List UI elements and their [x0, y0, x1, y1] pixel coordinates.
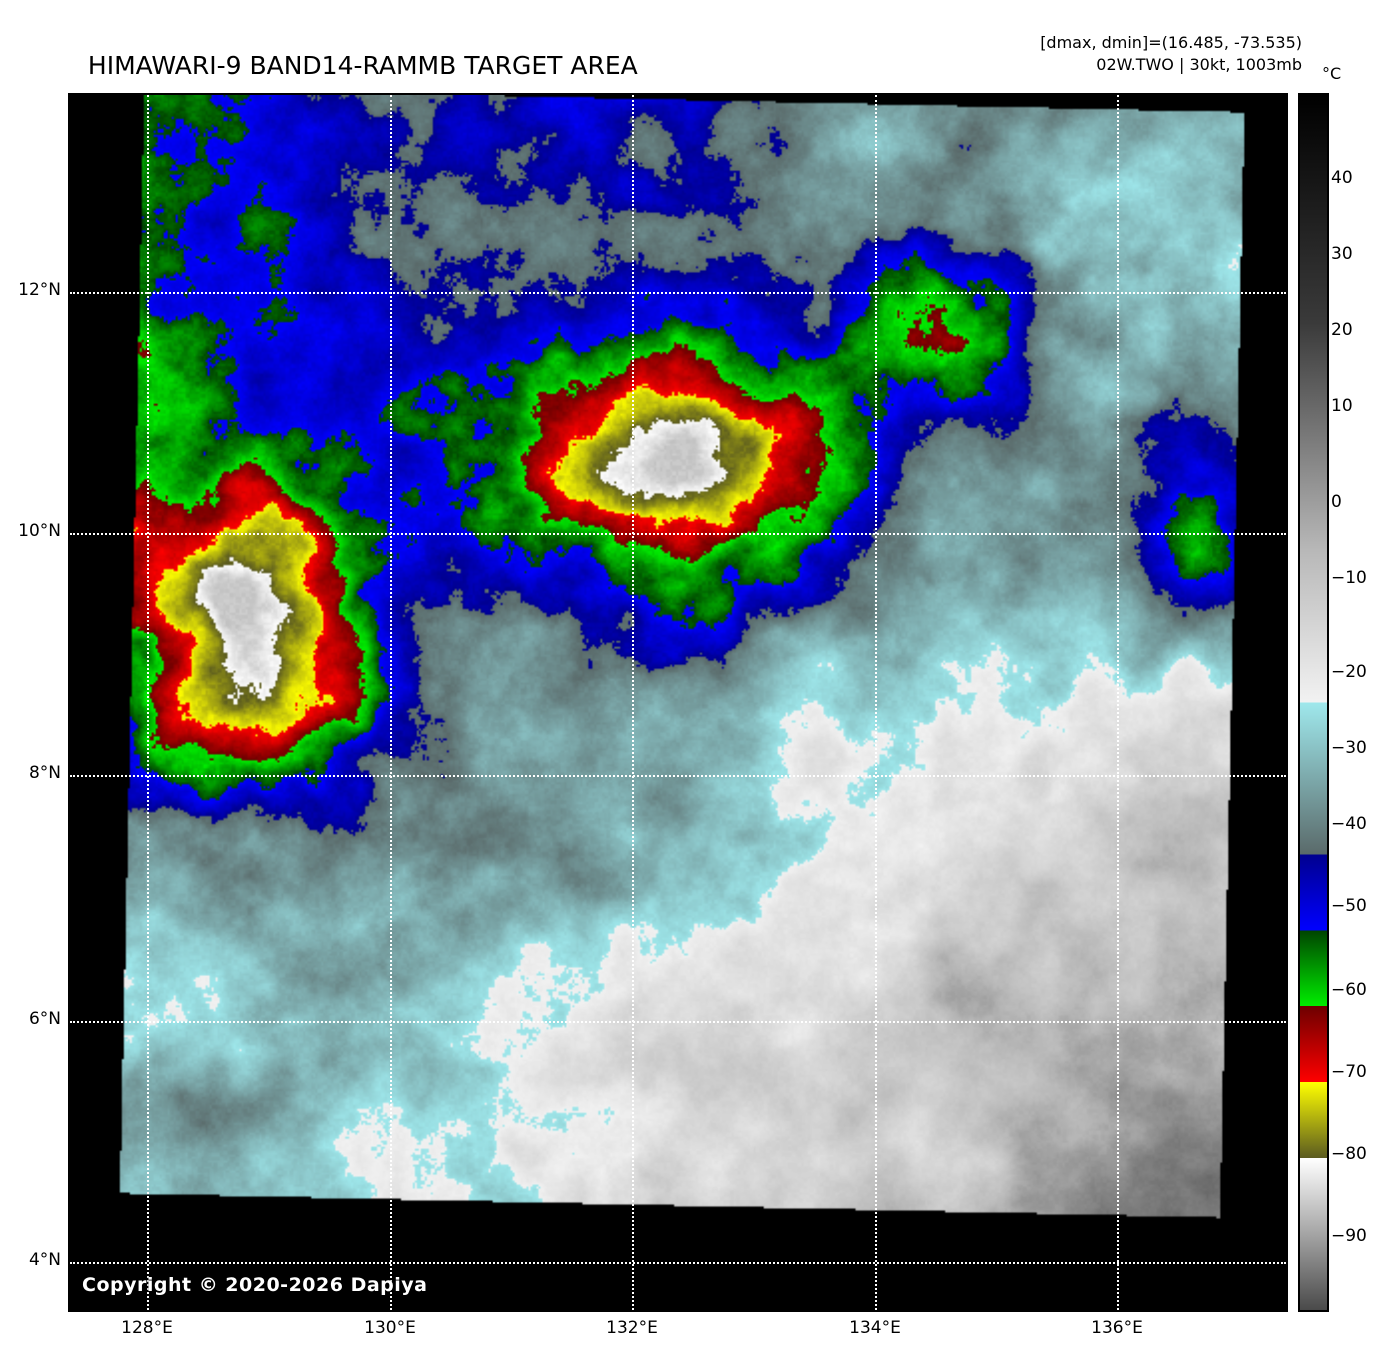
temperature-colorbar[interactable]: [1298, 93, 1329, 1312]
colorbar-gradient: [1300, 95, 1327, 1310]
colorbar-unit-label: °C: [1322, 64, 1342, 83]
colorbar-tick-neg60: −60: [1331, 980, 1367, 1000]
lon-tick-label-130e: 130°E: [364, 1318, 416, 1338]
colorbar-tick-neg90: −90: [1331, 1226, 1367, 1246]
colorbar-tick-neg20: −20: [1331, 662, 1367, 682]
dmax-dmin-readout: [dmax, dmin]=(16.485, -73.535): [1040, 33, 1302, 52]
lon-tick-label-132e: 132°E: [606, 1318, 658, 1338]
lat-tick-label-6n: 6°N: [28, 1009, 61, 1029]
lon-tick-label-134e: 134°E: [849, 1318, 901, 1338]
colorbar-tick-20: 20: [1331, 320, 1353, 340]
colorbar-tick-10: 10: [1331, 396, 1353, 416]
colorbar-tick-neg70: −70: [1331, 1062, 1367, 1082]
lat-tick-label-8n: 8°N: [28, 763, 61, 783]
satellite-image-plot[interactable]: Copyright © 2020-2026 Dapiya: [68, 93, 1288, 1312]
copyright-text: Copyright © 2020-2026 Dapiya: [82, 1274, 428, 1296]
lat-tick-label-12n: 12°N: [18, 280, 61, 300]
colorbar-tick-neg40: −40: [1331, 814, 1367, 834]
colorbar-tick-30: 30: [1331, 244, 1353, 264]
lat-tick-label-10n: 10°N: [18, 521, 61, 541]
colorbar-tick-0: 0: [1331, 492, 1342, 512]
colorbar-tick-neg10: −10: [1331, 568, 1367, 588]
lon-tick-label-128e: 128°E: [121, 1318, 173, 1338]
colorbar-tick-40: 40: [1331, 168, 1353, 188]
storm-info-readout: 02W.TWO | 30kt, 1003mb: [1096, 55, 1302, 74]
colorbar-tick-neg80: −80: [1331, 1144, 1367, 1164]
colorbar-tick-neg50: −50: [1331, 896, 1367, 916]
metadata-block: [dmax, dmin]=(16.485, -73.535) 02W.TWO |…: [1040, 32, 1302, 76]
lon-tick-label-136e: 136°E: [1091, 1318, 1143, 1338]
satellite-imagery-canvas: [70, 95, 1286, 1310]
lat-tick-label-4n: 4°N: [28, 1250, 61, 1270]
colorbar-tick-neg30: −30: [1331, 738, 1367, 758]
title-line-1: HIMAWARI-9 BAND14-RAMMB TARGET AREA: [87, 51, 638, 80]
